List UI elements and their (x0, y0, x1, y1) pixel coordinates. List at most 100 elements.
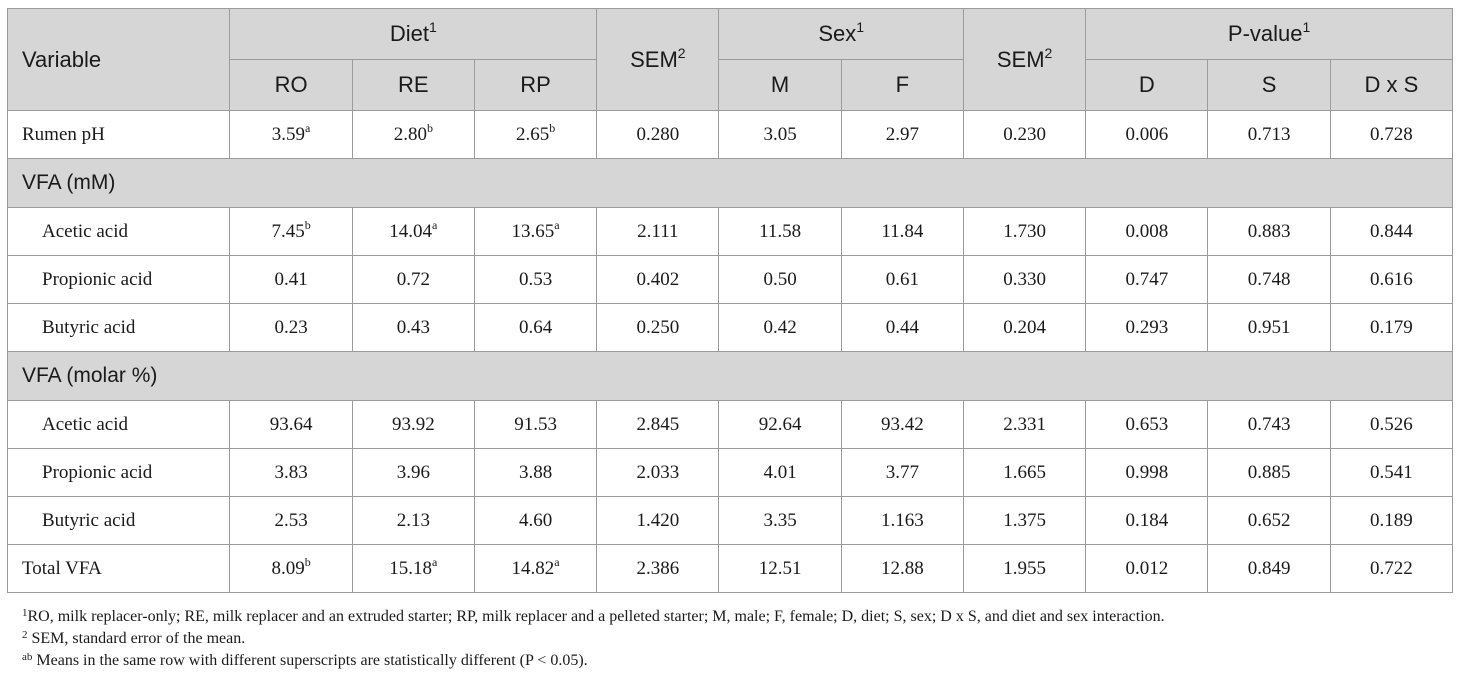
row-label: Total VFA (6, 544, 231, 593)
table-cell: 0.43 (351, 303, 475, 352)
table-cell: 8.09b (229, 544, 353, 593)
table-cell: 1.665 (962, 448, 1087, 497)
table-cell: 0.61 (840, 255, 964, 304)
table-cell: 0.722 (1329, 544, 1454, 593)
table-cell: 0.293 (1085, 303, 1209, 352)
table-cell: 2.331 (962, 400, 1087, 449)
table-cell: 0.748 (1207, 255, 1331, 304)
row-label: Butyric acid (6, 303, 231, 352)
section-label: VFA (mM) (7, 158, 1453, 208)
table-cell: 0.280 (596, 110, 720, 159)
table-cell: 1.163 (840, 496, 964, 545)
header-dxs: D x S (1329, 59, 1454, 111)
table-cell: 0.998 (1085, 448, 1209, 497)
table-cell: 3.35 (718, 496, 842, 545)
table-cell: 3.96 (351, 448, 475, 497)
table-row: Total VFA 8.09b 15.18a 14.82a 2.386 12.51 12.8… (6, 544, 1454, 593)
table-cell: 2.13 (351, 496, 475, 545)
table-cell: 0.42 (718, 303, 842, 352)
table-cell: 93.64 (229, 400, 353, 449)
row-label: Rumen pH (6, 110, 231, 159)
table-cell: 0.541 (1329, 448, 1454, 497)
table-cell: 0.330 (962, 255, 1087, 304)
table-cell: 0.72 (351, 255, 475, 304)
table-cell: 2.53 (229, 496, 353, 545)
table-row: Butyric acid 0.23 0.43 0.64 0.250 0.42 0.44 0.2… (6, 303, 1454, 352)
table-cell: 1.955 (962, 544, 1087, 593)
table-cell: 0.652 (1207, 496, 1331, 545)
table-cell: 4.60 (473, 496, 598, 545)
row-label: Acetic acid (6, 207, 231, 256)
table-cell: 1.375 (962, 496, 1087, 545)
table-cell: 0.653 (1085, 400, 1209, 449)
table-cell: 0.849 (1207, 544, 1331, 593)
table-cell: 0.189 (1329, 496, 1454, 545)
table-cell: 12.51 (718, 544, 842, 593)
table-cell: 93.92 (351, 400, 475, 449)
table-cell: 12.88 (840, 544, 964, 593)
row-label: Butyric acid (6, 496, 231, 545)
table-cell: 3.59a (229, 110, 353, 159)
table-cell: 0.006 (1085, 110, 1209, 159)
table-cell: 14.82a (473, 544, 598, 593)
header-diet: Diet1 (229, 8, 598, 60)
section-label: VFA (molar %) (7, 351, 1453, 401)
table-cell: 0.743 (1207, 400, 1331, 449)
table-cell: 2.386 (596, 544, 720, 593)
table-cell: 0.885 (1207, 448, 1331, 497)
section-row-vfa-mm: VFA (mM) (7, 158, 1453, 208)
table-cell: 3.05 (718, 110, 842, 159)
table-cell: 1.420 (596, 496, 720, 545)
table-cell: 0.23 (229, 303, 353, 352)
table-cell: 0.53 (473, 255, 598, 304)
table-cell: 2.033 (596, 448, 720, 497)
table-cell: 7.45b (229, 207, 353, 256)
table-row: Acetic acid 7.45b 14.04a 13.65a 2.111 11.58 11… (6, 207, 1454, 256)
table-cell: 0.728 (1329, 110, 1454, 159)
table-cell: 4.01 (718, 448, 842, 497)
table-cell: 92.64 (718, 400, 842, 449)
row-label: Acetic acid (6, 400, 231, 449)
table-cell: 2.845 (596, 400, 720, 449)
table-cell: 0.184 (1085, 496, 1209, 545)
table-cell: 0.402 (596, 255, 720, 304)
row-label: Propionic acid (6, 255, 231, 304)
table-cell: 14.04a (351, 207, 475, 256)
table-cell: 0.250 (596, 303, 720, 352)
table-cell: 0.230 (962, 110, 1087, 159)
header-sem-diet: SEM2 (596, 8, 720, 111)
header-pvalue: P-value1 (1085, 8, 1453, 60)
table-cell: 0.616 (1329, 255, 1454, 304)
header-ro: RO (229, 59, 353, 111)
table-cell: 1.730 (962, 207, 1087, 256)
table-cell: 2.111 (596, 207, 720, 256)
table-cell: 11.84 (840, 207, 964, 256)
header-sex: Sex1 (718, 8, 964, 60)
table-cell: 0.41 (229, 255, 353, 304)
table-cell: 0.012 (1085, 544, 1209, 593)
table-header: Variable Diet1 SEM2 Sex1 SEM2 P-value1 R… (6, 8, 1454, 111)
header-variable: Variable (6, 8, 231, 111)
table-cell: 3.77 (840, 448, 964, 497)
table-cell: 0.844 (1329, 207, 1454, 256)
table-cell: 2.80b (351, 110, 475, 159)
table-body: Rumen pH 3.59a 2.80b 2.65b 0.280 3.05 2.97 0.23… (6, 110, 1454, 593)
table-row: Rumen pH 3.59a 2.80b 2.65b 0.280 3.05 2.97 0.23… (6, 110, 1454, 159)
row-label: Propionic acid (6, 448, 231, 497)
header-re: RE (351, 59, 475, 111)
table-cell: 13.65a (473, 207, 598, 256)
header-s: S (1207, 59, 1331, 111)
table-row: Propionic acid 0.41 0.72 0.53 0.402 0.50 0.61 0… (6, 255, 1454, 304)
table-cell: 91.53 (473, 400, 598, 449)
table-cell: 0.526 (1329, 400, 1454, 449)
header-sem-sex: SEM2 (962, 8, 1087, 111)
table-cell: 3.88 (473, 448, 598, 497)
table-row: Acetic acid 93.64 93.92 91.53 2.845 92.64 93.4… (6, 400, 1454, 449)
header-m: M (718, 59, 842, 111)
header-rp: RP (473, 59, 598, 111)
footnote-3: ab Means in the same row with different … (22, 651, 588, 669)
table-cell: 0.713 (1207, 110, 1331, 159)
header-f: F (840, 59, 964, 111)
table-cell: 11.58 (718, 207, 842, 256)
table-cell: 0.951 (1207, 303, 1331, 352)
